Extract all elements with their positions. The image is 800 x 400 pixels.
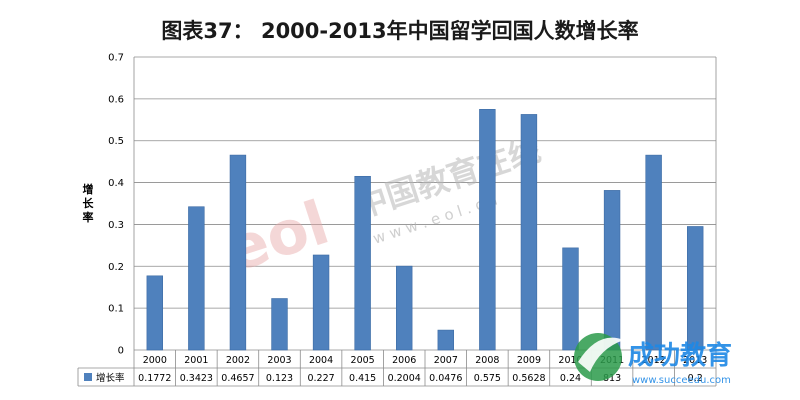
bar xyxy=(188,206,205,351)
bar xyxy=(229,154,247,351)
y-axis-label-char: 率 xyxy=(83,210,94,224)
data-label: 0.1772 xyxy=(138,373,171,384)
x-tick-label: 2007 xyxy=(434,355,458,366)
y-axis-ticks: 0 0.1 0.2 0.3 0.4 0.5 0.6 0.7 xyxy=(108,53,124,357)
bar-series xyxy=(146,109,704,351)
y-tick-label: 0.2 xyxy=(108,262,124,273)
data-label: 0.2004 xyxy=(388,373,421,384)
bar xyxy=(312,254,330,351)
bar xyxy=(354,175,371,351)
legend-swatch xyxy=(84,373,92,381)
x-tick-label: 2008 xyxy=(475,355,499,366)
succeed-watermark-name: 成功教育 xyxy=(628,340,732,371)
data-label: 0.4657 xyxy=(221,373,254,384)
x-tick-label: 2000 xyxy=(143,355,167,366)
x-tick-label: 2006 xyxy=(392,355,416,366)
y-tick-label: 0.4 xyxy=(108,178,124,189)
bar xyxy=(396,265,413,351)
y-axis-label-char: 长 xyxy=(83,196,95,210)
data-table: 增长率 2000 0.1772 2001 0.3423 2002 0.4657 2003 0.1… xyxy=(77,350,717,387)
succeed-watermark: 成功教育 www.succeedu.com xyxy=(574,333,732,386)
x-tick-label: 2003 xyxy=(267,355,291,366)
data-label: 0.415 xyxy=(349,373,376,384)
data-label: 0.123 xyxy=(266,373,293,384)
data-label: 0.24 xyxy=(560,373,581,384)
x-tick-label: 2012 xyxy=(642,355,666,366)
data-label: 0.3423 xyxy=(180,373,213,384)
bar xyxy=(271,298,288,351)
succeed-logo-swoosh-icon xyxy=(578,337,624,372)
bar xyxy=(562,247,579,351)
y-tick-label: 0.5 xyxy=(108,136,124,147)
x-tick-label: 2004 xyxy=(309,355,333,366)
chart-title: 图表37： 2000-2013年中国留学回国人数增长率 xyxy=(161,19,638,43)
bar xyxy=(603,190,621,351)
x-tick-label: 2005 xyxy=(351,355,375,366)
legend-label: 增长率 xyxy=(96,372,125,384)
data-label: 0.5628 xyxy=(512,373,545,384)
bar xyxy=(687,226,704,351)
y-axis-label: 增长率 xyxy=(83,182,95,224)
y-tick-label: 0.6 xyxy=(108,94,124,105)
y-tick-label: 0.7 xyxy=(108,53,124,64)
data-label: 0.0476 xyxy=(429,373,462,384)
data-label: 0.575 xyxy=(474,373,501,384)
eol-watermark: eol 中国教育在线 w w w . e o l . c n xyxy=(218,130,545,286)
y-tick-label: 0.1 xyxy=(108,304,124,315)
y-axis-label-char: 增 xyxy=(83,182,94,196)
x-tick-label: 2010 xyxy=(558,355,582,366)
y-tick-label: 0 xyxy=(118,346,124,357)
succeed-watermark-url: www.succeedu.com xyxy=(632,375,731,386)
x-tick-label: 2009 xyxy=(517,355,541,366)
data-label: 813 xyxy=(603,373,621,384)
bar xyxy=(645,154,662,351)
bar xyxy=(146,275,163,351)
bar xyxy=(437,329,454,351)
x-tick-label: 2013 xyxy=(683,355,707,366)
bar xyxy=(479,109,496,351)
x-tick-label: 2002 xyxy=(226,355,250,366)
data-label: 0.227 xyxy=(307,373,334,384)
bar xyxy=(520,114,538,351)
data-label: 0.2 xyxy=(688,373,703,384)
y-tick-label: 0.3 xyxy=(108,220,124,231)
x-tick-label: 2001 xyxy=(184,355,208,366)
